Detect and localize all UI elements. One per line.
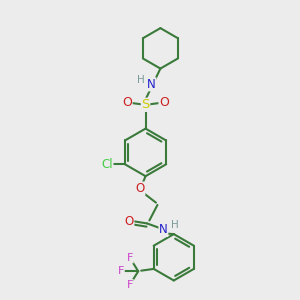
Text: N: N [159,224,168,236]
Text: H: H [171,220,179,230]
Text: F: F [118,266,124,276]
Text: O: O [124,214,134,227]
Text: F: F [127,280,133,290]
Text: F: F [127,253,133,263]
Text: N: N [147,78,156,91]
Text: Cl: Cl [101,158,113,171]
Text: O: O [136,182,145,195]
Text: O: O [159,96,169,109]
Text: O: O [122,96,132,109]
Text: S: S [141,98,150,111]
Text: H: H [136,75,144,85]
